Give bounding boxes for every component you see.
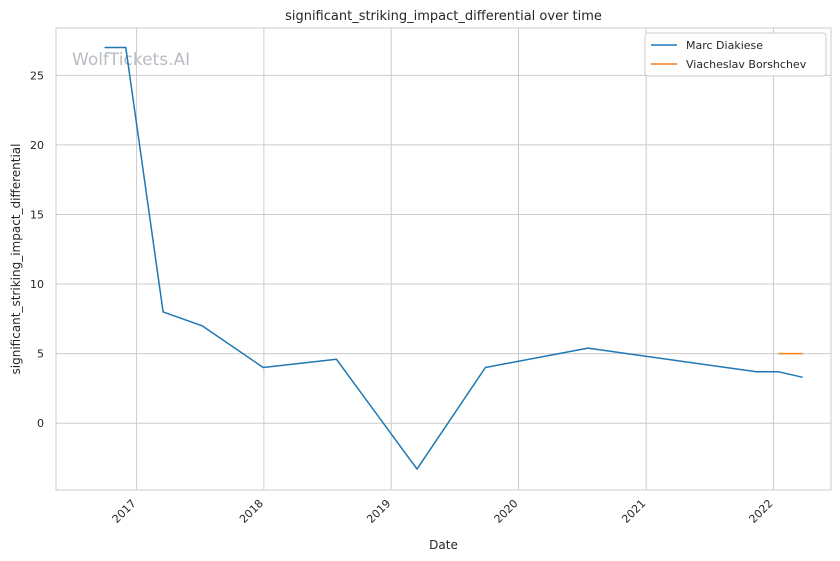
x-tick-label: 2020 [492,497,521,526]
x-tick-label: 2018 [237,497,266,526]
y-tick-label: 5 [37,348,44,361]
watermark: WolfTickets.AI [72,50,190,70]
series-lines [104,46,803,470]
y-axis-ticks: 0 5 10 15 20 25 [30,69,44,430]
x-axis-label: Date [429,538,458,552]
legend-box [644,32,827,77]
x-tick-label: 2021 [619,497,648,526]
x-tick-label: 2022 [747,497,776,526]
grid-lines [56,28,831,490]
legend-label-viacheslav-borshchev: Viacheslav Borshchev [686,58,807,71]
x-tick-label: 2019 [364,497,393,526]
plot-area [55,27,832,491]
y-axis-label: significant_striking_impact_differential [9,144,23,375]
x-tick-label: 2017 [110,497,139,526]
legend: Marc Diakiese Viacheslav Borshchev [644,32,827,77]
chart-title: significant_striking_impact_differential… [285,9,602,24]
y-tick-label: 0 [37,417,44,430]
x-axis-ticks: 2017 2018 2019 2020 2021 2022 [110,497,776,526]
y-tick-label: 20 [30,139,44,152]
y-tick-label: 10 [30,278,44,291]
y-tick-label: 15 [30,208,44,221]
y-tick-label: 25 [30,69,44,82]
series-line-marc-diakiese [104,46,803,470]
legend-label-marc-diakiese: Marc Diakiese [686,39,763,52]
